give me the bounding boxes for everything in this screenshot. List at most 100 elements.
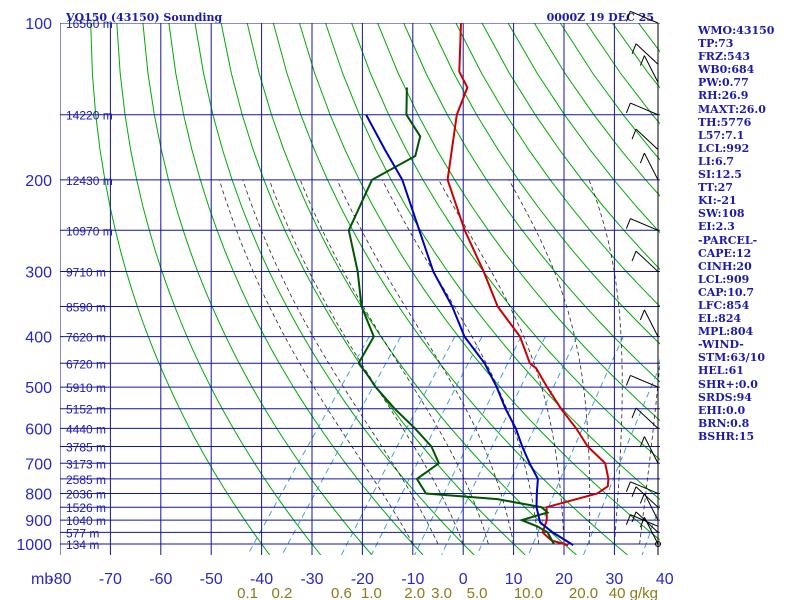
temperature-tick-label: 10: [505, 571, 523, 588]
temperature-tick-label: 20: [555, 571, 573, 588]
temperature-tick-label: 40: [656, 571, 674, 588]
temperature-tick-label: 0: [459, 571, 468, 588]
pressure-tick-label: 200: [25, 173, 52, 190]
index-item: L57:7.1: [698, 128, 745, 142]
index-item: RH:26.9: [698, 89, 749, 103]
index-item: LI:6.7: [698, 154, 735, 168]
height-label: 10970 m: [66, 224, 113, 238]
wind-barb: [643, 152, 659, 181]
wind-barb: [643, 516, 659, 545]
pressure-tick-label: 400: [25, 330, 52, 347]
index-item: CAPE:12: [698, 246, 752, 260]
wind-barb-flag: [631, 250, 637, 262]
mixing-ratio-label: 2.0: [404, 585, 425, 600]
wind-barb: [643, 436, 659, 464]
wind-barb: [635, 486, 659, 508]
wind-barb: [643, 309, 659, 337]
index-item: EI:2.3: [698, 220, 735, 234]
pressure-tick-label: 900: [25, 513, 52, 530]
index-item: LFC:854: [698, 298, 750, 312]
index-item: PW:0.77: [698, 76, 749, 90]
index-item: CINH:20: [698, 259, 752, 273]
wind-barb-flag: [625, 514, 631, 525]
wind-barb-flag: [625, 102, 631, 114]
dry-adiabat: [142, 23, 373, 555]
wind-barb-flag: [639, 55, 645, 66]
pressure-tick-label: 500: [25, 380, 52, 397]
wind-barb-flag: [631, 128, 637, 140]
index-item: LCL:909: [698, 272, 750, 286]
index-item: CAP:10.7: [698, 285, 755, 299]
wind-barb-flag: [625, 375, 631, 386]
mixing-ratio-line: [281, 336, 402, 555]
profile-lines: [347, 23, 610, 547]
height-label: 2036 m: [66, 487, 106, 501]
index-item: BRN:0.8: [698, 416, 750, 430]
mixing-ratio-label: 1.0: [361, 585, 382, 600]
sounding-title: VQ150 (43150) Sounding: [65, 11, 223, 24]
height-label: 1040 m: [66, 514, 106, 528]
index-item: MAXT:26.0: [698, 102, 766, 116]
wind-barb: [643, 55, 659, 83]
index-item: HEL:61: [698, 364, 744, 378]
mixing-ratio-line: [583, 364, 660, 555]
index-item: SRDS:94: [698, 390, 752, 404]
dry-adiabat: [403, 23, 660, 383]
x-unit-label: mb: [31, 571, 53, 588]
wind-barb: [635, 128, 659, 150]
wind-barb: [630, 481, 659, 494]
mixing-ratio-line: [476, 336, 578, 555]
moist-adiabat: [381, 179, 540, 545]
pressure-tick-label: 300: [25, 265, 52, 282]
index-item: STM:63/10: [698, 351, 765, 365]
wind-barb: [630, 218, 659, 231]
height-label: 5152 m: [66, 403, 106, 417]
index-item: SI:12.5: [698, 168, 742, 182]
temperature-tick-label: 30: [606, 571, 624, 588]
moist-adiabat: [268, 179, 464, 545]
mixing-ratio-label: 0.2: [272, 585, 293, 600]
index-item: FRZ:543: [698, 50, 751, 64]
wind-barb-flag: [631, 43, 637, 54]
parcel-line: [365, 114, 574, 546]
index-item: TT:27: [698, 181, 733, 195]
pressure-tick-label: 800: [25, 486, 52, 503]
height-label: 1526 m: [66, 501, 106, 515]
height-label: 134 m: [66, 538, 99, 552]
mixing-ratio-line: [441, 336, 546, 555]
index-item: EHI:0.0: [698, 403, 746, 417]
wind-barb-flag: [639, 517, 645, 528]
wind-barb-flag: [625, 11, 631, 22]
wind-barb: [643, 493, 659, 521]
index-item: -PARCEL-: [698, 233, 758, 247]
height-label: 16560 m: [66, 17, 113, 31]
index-item: TP:73: [698, 37, 734, 51]
temperature-tick-label: -50: [200, 571, 223, 588]
dewpoint-line: [347, 87, 555, 545]
mixing-ratio-label: 20.0: [569, 585, 598, 600]
mixing-ratio-label: 0.1: [237, 585, 258, 600]
dry-adiabat: [429, 23, 660, 345]
dry-adiabat: [481, 23, 660, 271]
wind-barbs: [625, 10, 661, 555]
dry-adiabat: [90, 23, 271, 555]
dry-adiabat: [325, 23, 660, 501]
wind-barb: [630, 374, 659, 388]
dry-adiabat: [455, 23, 660, 308]
index-item: LCL:992: [698, 141, 750, 155]
height-label: 2585 m: [66, 473, 106, 487]
temperature-tick-label: -80: [48, 571, 71, 588]
wind-barb: [630, 10, 659, 24]
surface-wind-marker: [655, 540, 661, 547]
index-item: SW:108: [698, 207, 745, 221]
height-label: 9710 m: [66, 266, 106, 280]
wind-barb-flag: [625, 218, 631, 229]
wind-barb: [635, 250, 659, 272]
wind-barb: [635, 43, 659, 65]
wind-barb-flag: [625, 481, 631, 492]
dry-adiabat: [116, 23, 322, 555]
temperature-tick-label: -60: [149, 571, 172, 588]
height-label: 577 m: [66, 526, 99, 540]
